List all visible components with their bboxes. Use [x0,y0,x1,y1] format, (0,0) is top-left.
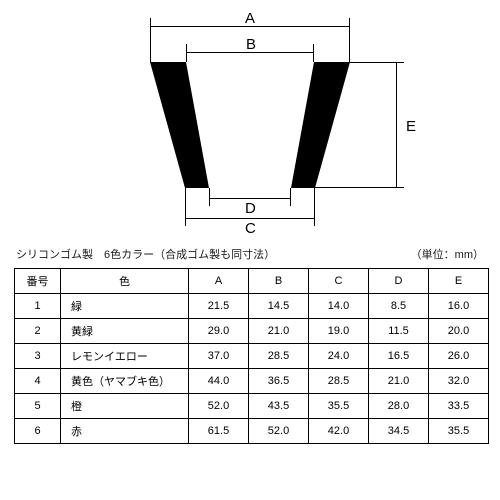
cell-dim: 11.5 [369,319,429,344]
table-header-cell: C [309,269,369,294]
cell-dim: 16.0 [429,294,489,319]
cell-dim: 28.5 [309,369,369,394]
cell-dim: 21.0 [249,319,309,344]
cell-dim: 28.5 [249,344,309,369]
dim-label-a: A [245,10,255,27]
dim-line-d [209,198,291,199]
table-header-cell: E [429,269,489,294]
cell-dim: 16.5 [369,344,429,369]
cell-dim: 35.5 [429,419,489,444]
table-row: 1緑21.514.514.08.516.0 [15,294,489,319]
cell-dim: 21.5 [189,294,249,319]
cell-dim: 61.5 [189,419,249,444]
trapezoid-shape [150,62,350,188]
cell-dim: 42.0 [309,419,369,444]
cell-name: 緑 [61,294,189,319]
cell-dim: 26.0 [429,344,489,369]
table-body: 1緑21.514.514.08.516.02黄緑29.021.019.011.5… [15,294,489,444]
dim-label-d: D [245,200,256,217]
cell-name: 黄緑 [61,319,189,344]
cell-dim: 43.5 [249,394,309,419]
table-row: 4黄色（ヤマブキ色）44.036.528.521.032.0 [15,369,489,394]
cell-name: 黄色（ヤマブキ色） [61,369,189,394]
cell-dim: 8.5 [369,294,429,319]
cell-dim: 34.5 [369,419,429,444]
cell-dim: 44.0 [189,369,249,394]
table-row: 6赤61.552.042.034.535.5 [15,419,489,444]
table-row: 3レモンイエロー37.028.524.016.526.0 [15,344,489,369]
dim-label-e: E [406,118,416,135]
cell-dim: 14.0 [309,294,369,319]
dim-line-e [396,62,397,188]
table-header-cell: D [369,269,429,294]
table-header-cell: A [189,269,249,294]
cell-no: 2 [15,319,61,344]
cell-dim: 29.0 [189,319,249,344]
cell-no: 3 [15,344,61,369]
cell-dim: 19.0 [309,319,369,344]
table-row: 2黄緑29.021.019.011.520.0 [15,319,489,344]
cell-dim: 52.0 [249,419,309,444]
table-header-row: 番号色ABCDE [15,269,489,294]
caption-row: シリコンゴム製 6色カラー（合成ゴム製も同寸法） （単位：mm） [16,246,484,262]
cell-name: 赤 [61,419,189,444]
cell-no: 5 [15,394,61,419]
table-header-cell: 番号 [15,269,61,294]
cell-dim: 36.5 [249,369,309,394]
cell-dim: 20.0 [429,319,489,344]
caption-right: （単位：mm） [411,246,484,262]
cell-dim: 33.5 [429,394,489,419]
caption-left: シリコンゴム製 6色カラー（合成ゴム製も同寸法） [16,246,275,262]
cell-dim: 32.0 [429,369,489,394]
cell-no: 6 [15,419,61,444]
cross-section-diagram: A B D C E [70,8,430,228]
dim-line-c [185,218,315,219]
cell-name: 橙 [61,394,189,419]
dim-label-b: B [246,36,256,53]
table-row: 5橙52.043.535.528.033.5 [15,394,489,419]
cell-dim: 37.0 [189,344,249,369]
cell-no: 1 [15,294,61,319]
dim-label-c: C [245,220,256,237]
table-header-cell: B [249,269,309,294]
cell-dim: 52.0 [189,394,249,419]
cell-dim: 21.0 [369,369,429,394]
dimension-table: 番号色ABCDE 1緑21.514.514.08.516.02黄緑29.021.… [14,268,489,444]
cell-name: レモンイエロー [61,344,189,369]
cell-dim: 24.0 [309,344,369,369]
table-header-cell: 色 [61,269,189,294]
cell-dim: 28.0 [369,394,429,419]
cell-no: 4 [15,369,61,394]
cell-dim: 14.5 [249,294,309,319]
cell-dim: 35.5 [309,394,369,419]
